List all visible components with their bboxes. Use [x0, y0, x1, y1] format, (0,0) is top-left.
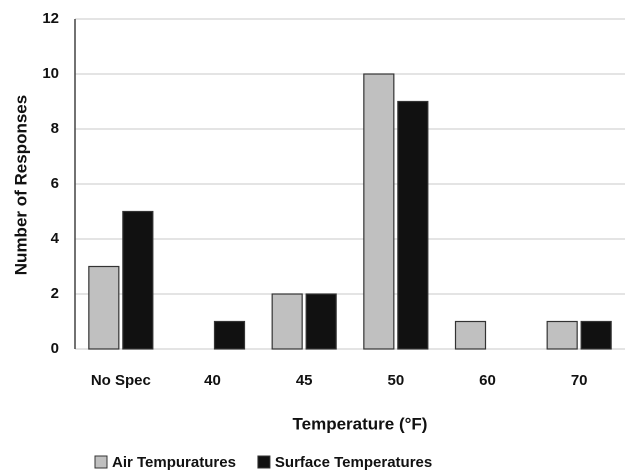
x-tick-label: No Spec	[91, 372, 151, 389]
y-axis-label: Number of Responses	[11, 95, 30, 275]
y-tick-label: 6	[51, 175, 59, 192]
bar	[122, 210, 154, 350]
y-tick-label: 12	[42, 10, 59, 27]
bar	[363, 73, 395, 350]
bar	[88, 265, 120, 350]
legend-swatch	[94, 455, 108, 469]
bar	[271, 293, 303, 350]
legend-swatch	[257, 455, 271, 469]
bar	[580, 320, 612, 350]
bar	[213, 320, 246, 350]
legend-label: Surface Temperatures	[275, 454, 432, 471]
x-tick-label: 50	[387, 372, 404, 389]
legend-label: Air Tempuratures	[112, 454, 236, 471]
x-tick-label: 60	[479, 372, 496, 389]
x-tick-label: 40	[204, 372, 221, 389]
bar	[546, 320, 578, 350]
bar	[454, 320, 487, 350]
bar	[305, 293, 337, 350]
y-tick-label: 8	[51, 120, 59, 137]
y-tick-label: 10	[42, 65, 59, 82]
x-tick-label: 70	[571, 372, 588, 389]
y-tick-label: 4	[51, 230, 60, 247]
y-tick-label: 2	[51, 285, 59, 302]
x-axis-label: Temperature (°F)	[293, 414, 428, 433]
x-tick-label: 45	[296, 372, 313, 389]
y-tick-label: 0	[51, 340, 59, 357]
bar	[397, 100, 429, 350]
